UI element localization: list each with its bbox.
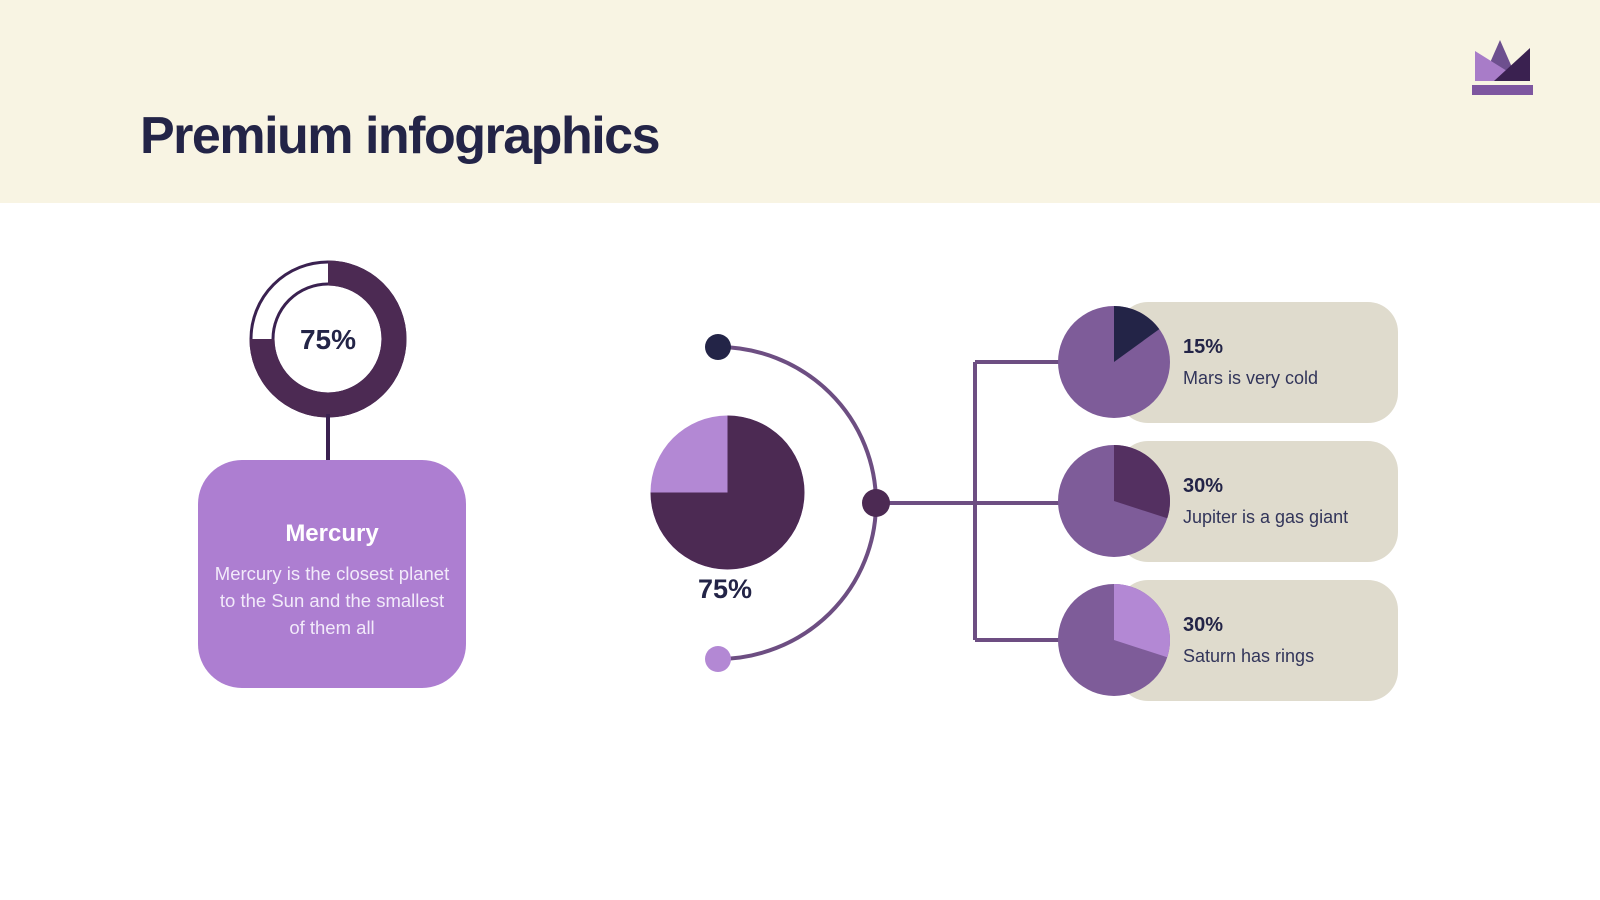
jupiter-percent: 30% [1183, 475, 1224, 497]
page-title: Premium infographics [140, 107, 661, 165]
connector-arc-group [705, 334, 1062, 672]
header-band: Premium infographics [0, 0, 1600, 203]
arc-middle-dot [862, 489, 890, 517]
crown-base-bar [1472, 85, 1533, 95]
mercury-donut-chart [249, 260, 407, 418]
center-pie-slice [650, 415, 805, 570]
crown-right-triangle [1494, 48, 1530, 81]
jupiter-pie-slice [1114, 445, 1170, 519]
mars-percent: 15% [1183, 336, 1224, 358]
mercury-card-description: Mercury is the closest planet to the Sun… [214, 563, 450, 638]
saturn-percent: 30% [1183, 614, 1224, 636]
mercury-card-title: Mercury [285, 520, 379, 547]
connector-arc [717, 345, 878, 661]
mercury-card: Mercury Mercury is the closest planet to… [198, 460, 466, 688]
saturn-pie-slice [1114, 584, 1170, 658]
mars-pie-chart [1058, 306, 1170, 418]
center-pie-chart [650, 415, 805, 570]
arc-top-dot [705, 334, 731, 360]
mars-pie-slice [1114, 306, 1160, 362]
arc-bottom-dot [705, 646, 731, 672]
donut-card-connector-line [326, 414, 330, 464]
mars-text: Mars is very cold [1183, 368, 1319, 388]
mercury-donut-percent: 75% [299, 324, 357, 355]
saturn-pie-chart [1058, 584, 1170, 696]
jupiter-text: Jupiter is a gas giant [1183, 507, 1349, 527]
jupiter-pie-chart [1058, 445, 1170, 557]
crown-icon [1472, 40, 1533, 95]
mercury-donut-fill [249, 260, 407, 418]
saturn-text: Saturn has rings [1183, 646, 1315, 666]
center-pie-percent: 75% [697, 574, 753, 604]
